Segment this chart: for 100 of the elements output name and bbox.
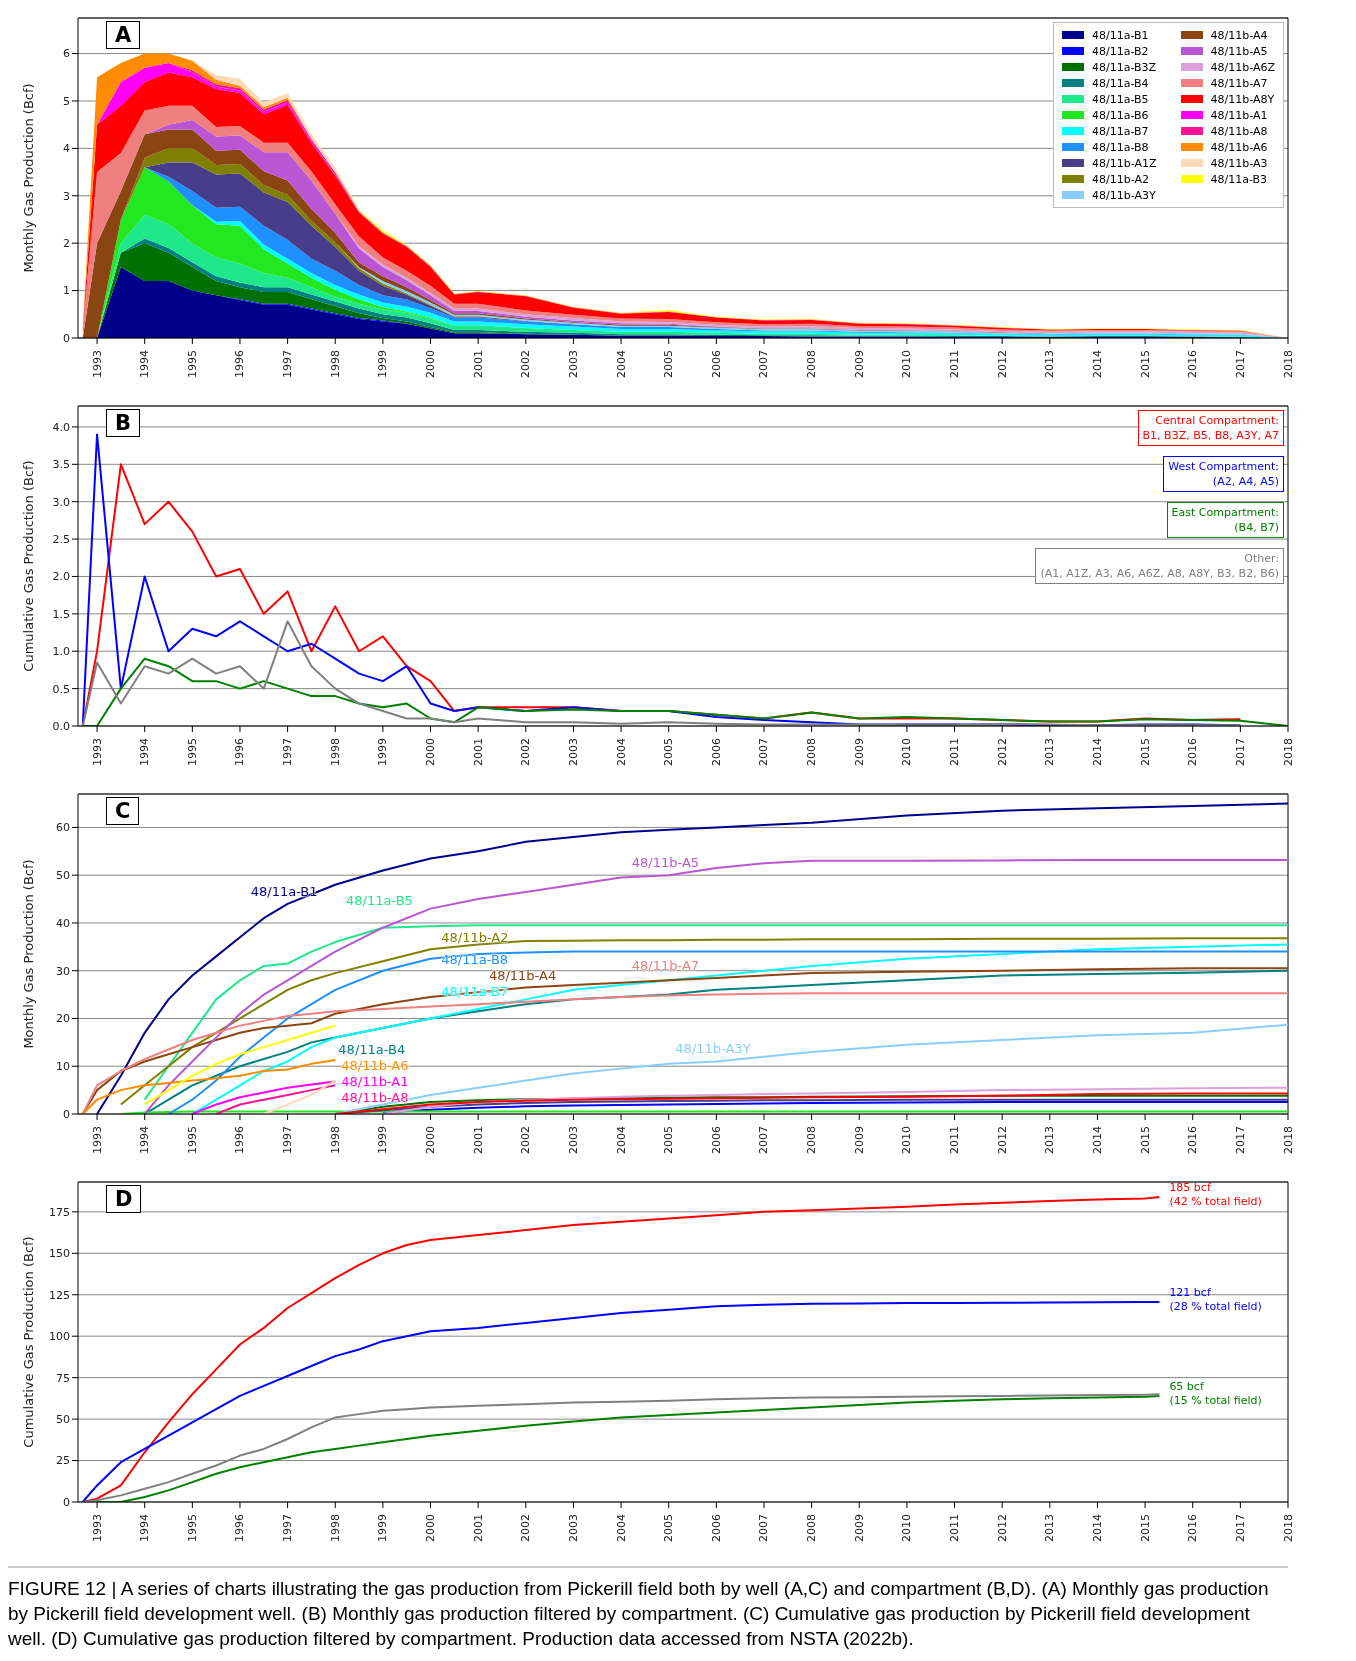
- x-tick-label: 1997: [281, 1126, 295, 1154]
- x-tick-label: 2018: [1281, 738, 1295, 766]
- text: Other: (A1, A1Z, A3, A6, A6Z, A8, A8Y, B3, B2, B6): [1040, 551, 1279, 581]
- legend-label: 48/11b-A7: [1210, 76, 1268, 90]
- y-tick-label: 2.5: [52, 532, 70, 546]
- x-tick-label: 1997: [281, 1514, 295, 1542]
- x-tick-label: 2016: [1186, 1126, 1200, 1154]
- x-tick-label: 2008: [805, 350, 819, 378]
- x-tick-label: 1999: [376, 1514, 390, 1542]
- x-tick-label: 2011: [948, 1126, 962, 1154]
- series-label: 48/11b-A5: [631, 855, 700, 871]
- legend-label: 48/11a-B6: [1092, 108, 1149, 122]
- y-tick-label: 100: [49, 1330, 70, 1344]
- x-tick-label: 2000: [424, 350, 438, 378]
- x-tick-label: 2004: [614, 350, 628, 378]
- x-tick-label: 2007: [757, 738, 771, 766]
- legend-label: 48/11b-A6: [1210, 140, 1268, 154]
- y-tick-label: 10: [56, 1060, 70, 1074]
- series-label: 48/11a-B8: [441, 952, 509, 967]
- text: Central Compartment: B1, B3Z, B5, B8, A3Y, A7: [1142, 413, 1279, 443]
- legend-label: 48/11b-A3: [1210, 156, 1268, 170]
- caption: FIGURE 12 | A series of charts illustrating the gas production from Pickerill field both by well (A,C) and compartment (B,D). (A) Monthly gas production by Pickerill field development well. (B) Monthly gas production filtered by compartment. (C) Cumulative gas production by Pickerill field development well. (D) Cumulative gas production filtered by compartment. Production data accessed from NSTA (2022b).: [8, 1566, 1288, 1651]
- x-tick-label: 2010: [900, 1514, 914, 1542]
- x-tick-label: 2017: [1233, 1514, 1247, 1542]
- series-label: 48/11b-A1: [341, 1073, 409, 1089]
- series-label: 48/11b-A7: [631, 957, 700, 973]
- x-tick-label: 2015: [1138, 738, 1152, 766]
- x-tick-label: 2002: [519, 738, 533, 766]
- x-tick-label: 2008: [805, 1126, 819, 1154]
- series-label: 48/11b-A6: [341, 1057, 409, 1073]
- x-tick-label: 2009: [852, 1126, 866, 1154]
- x-tick-label: 1995: [185, 350, 199, 378]
- legend-label: 48/11a-B2: [1092, 44, 1149, 58]
- x-tick-label: 2012: [995, 738, 1009, 766]
- y-tick-label: 125: [49, 1288, 70, 1302]
- x-tick-label: 2002: [519, 350, 533, 378]
- legend-label: 48/11b-A5: [1210, 44, 1268, 58]
- x-tick-label: 2006: [709, 350, 723, 378]
- x-tick-label: 2011: [948, 1514, 962, 1542]
- x-tick-label: 1995: [185, 1126, 199, 1154]
- x-tick-label: 2009: [852, 1514, 866, 1542]
- x-tick-label: 2002: [519, 1126, 533, 1154]
- x-tick-label: 2000: [424, 1126, 438, 1154]
- x-tick-label: 2010: [900, 350, 914, 378]
- legend-label: 48/11b-A1Z: [1092, 156, 1157, 170]
- x-tick-label: 1998: [328, 738, 342, 766]
- x-tick-label: 2004: [614, 738, 628, 766]
- x-tick-label: 2016: [1186, 1514, 1200, 1542]
- x-tick-label: 1995: [185, 738, 199, 766]
- x-tick-label: 2006: [709, 738, 723, 766]
- x-tick-label: 2007: [757, 350, 771, 378]
- legend-label: 48/11b-A8Y: [1210, 92, 1275, 106]
- legend-label: 48/11b-A1: [1210, 108, 1268, 122]
- x-tick-label: 1994: [138, 1514, 152, 1542]
- x-tick-label: 2017: [1233, 1126, 1247, 1154]
- y-tick-label: 4.0: [52, 420, 70, 434]
- x-tick-label: 2009: [852, 738, 866, 766]
- y-tick-label: 0: [63, 1107, 70, 1121]
- x-tick-label: 2017: [1233, 350, 1247, 378]
- x-tick-label: 2015: [1138, 1126, 1152, 1154]
- x-tick-label: 2005: [662, 1514, 676, 1542]
- x-tick-label: 2008: [805, 738, 819, 766]
- text: East Compartment: (B4, B7): [1171, 505, 1279, 535]
- x-tick-label: 2014: [1090, 350, 1104, 378]
- x-tick-label: 2018: [1281, 1126, 1295, 1154]
- y-tick-label: 3.0: [52, 495, 70, 509]
- x-tick-label: 2015: [1138, 350, 1152, 378]
- x-tick-label: 2001: [471, 1126, 485, 1154]
- x-tick-label: 2013: [1043, 1126, 1057, 1154]
- annotation: 185 bcf (42 % total field): [1169, 1180, 1262, 1209]
- x-tick-label: 2017: [1233, 738, 1247, 766]
- y-tick-label: 2.0: [52, 570, 70, 584]
- legend-label: 48/11a-B1: [1092, 28, 1149, 42]
- y-tick-label: 0.5: [52, 682, 70, 696]
- text: West Compartment: (A2, A4, A5): [1168, 459, 1279, 489]
- legend-label: 48/11b-A6Z: [1210, 60, 1275, 74]
- x-tick-label: 2018: [1281, 1514, 1295, 1542]
- y-axis-title: Monthly Gas Production (Bcf): [20, 83, 36, 273]
- legend-label: 48/11b-A4: [1210, 28, 1268, 42]
- y-tick-label: 6: [63, 47, 70, 61]
- y-axis-title: Cumulative Gas Production (Bcf): [20, 460, 36, 672]
- x-tick-label: 1994: [138, 1126, 152, 1154]
- x-tick-label: 2008: [805, 1514, 819, 1542]
- x-tick-label: 2004: [614, 1126, 628, 1154]
- x-tick-label: 2016: [1186, 738, 1200, 766]
- y-tick-label: 175: [49, 1205, 70, 1219]
- series-label: 48/11b-A8: [341, 1089, 409, 1105]
- x-tick-label: 1996: [233, 1126, 247, 1154]
- series-label: 48/11a-B5: [345, 892, 413, 908]
- chart-title: B: [106, 409, 141, 437]
- chart-title: D: [106, 1185, 142, 1213]
- series-label: 48/11a-B4: [338, 1041, 406, 1057]
- legend-label: 48/11b-A8: [1210, 124, 1268, 138]
- x-tick-label: 1998: [328, 1514, 342, 1542]
- x-tick-label: 1994: [138, 350, 152, 378]
- x-tick-label: 2010: [900, 1126, 914, 1154]
- x-tick-label: 2003: [566, 738, 580, 766]
- y-tick-label: 0: [63, 1495, 70, 1509]
- x-tick-label: 2015: [1138, 1514, 1152, 1542]
- legend-label: 48/11b-A3Y: [1092, 188, 1156, 202]
